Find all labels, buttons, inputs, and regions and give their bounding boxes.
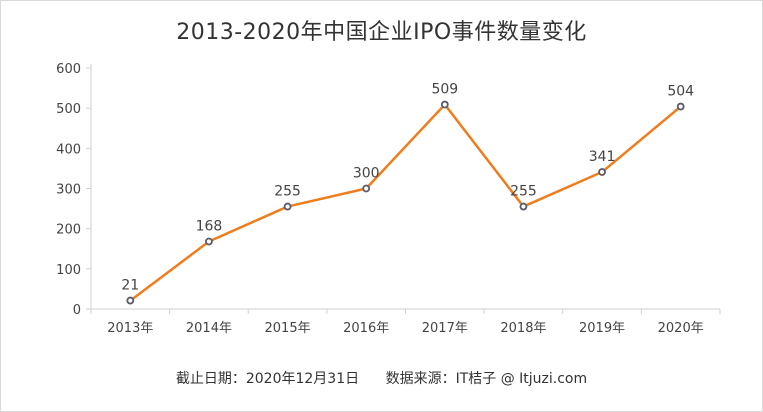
series-line <box>129 103 682 302</box>
y-tick-label: 0 <box>73 303 81 318</box>
y-tick-label: 300 <box>56 183 81 198</box>
y-tick-label: 100 <box>56 263 81 278</box>
data-source-note: 数据来源：IT桔子 @ Itjuzi.com <box>385 371 588 387</box>
cutoff-date-note: 截止日期：2020年12月31日 <box>175 371 360 387</box>
x-tick-label: 2018年 <box>500 321 546 336</box>
data-label: 168 <box>196 219 223 235</box>
data-label: 341 <box>589 149 616 165</box>
data-label: 509 <box>431 82 458 98</box>
y-tick-label: 500 <box>56 102 81 117</box>
y-tick-label: 400 <box>56 142 81 157</box>
x-tick-label: 2016年 <box>343 321 389 336</box>
y-tick-label: 200 <box>56 223 81 238</box>
data-point <box>126 296 135 305</box>
data-label: 21 <box>121 278 139 294</box>
chart-title: 2013-2020年中国企业IPO事件数量变化 <box>176 20 587 45</box>
x-tick-label: 2015年 <box>265 321 311 336</box>
data-label: 255 <box>274 184 301 200</box>
data-point <box>598 168 606 176</box>
x-tick-label: 2014年 <box>186 321 232 336</box>
data-label: 504 <box>667 84 694 100</box>
x-tick-label: 2017年 <box>422 321 468 336</box>
data-point <box>205 237 213 246</box>
y-tick-label: 600 <box>56 62 81 77</box>
data-point <box>283 202 292 211</box>
chart-footer: 截止日期：2020年12月31日 数据来源：IT桔子 @ Itjuzi.com <box>0 368 763 388</box>
data-label: 255 <box>510 184 537 200</box>
data-point <box>440 100 449 109</box>
data-point <box>519 202 528 211</box>
x-tick-label: 2020年 <box>658 321 704 336</box>
data-label: 300 <box>353 166 380 182</box>
data-point <box>362 184 371 193</box>
x-tick-label: 2019年 <box>579 321 625 336</box>
x-tick-label: 2013年 <box>107 321 153 336</box>
data-point <box>676 102 685 111</box>
